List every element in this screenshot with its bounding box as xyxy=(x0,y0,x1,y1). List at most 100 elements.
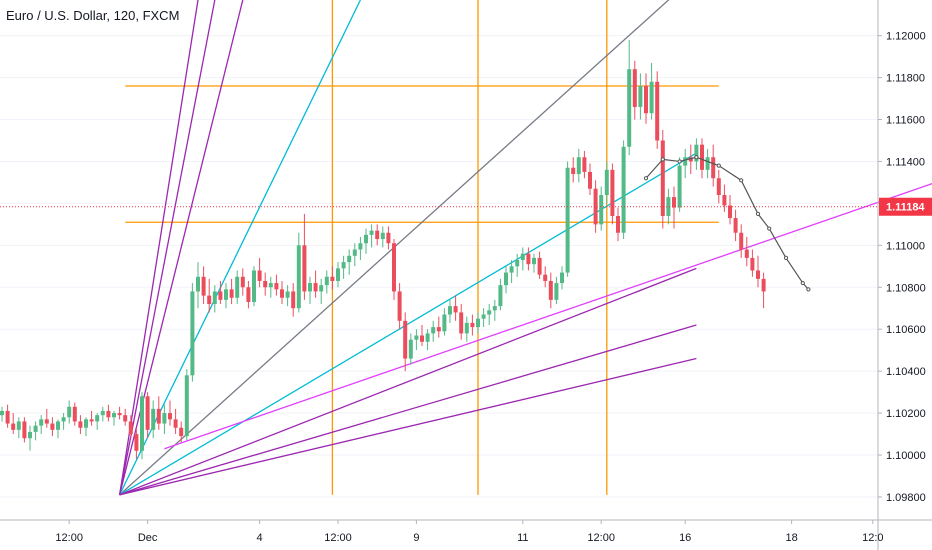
candle-body xyxy=(448,306,452,315)
price-tick-label: 1.10600 xyxy=(886,324,926,336)
candle-body xyxy=(700,144,704,170)
candle-body xyxy=(705,157,710,170)
forecast-point xyxy=(643,176,649,181)
candle-body xyxy=(582,157,587,172)
candle-body xyxy=(0,410,4,416)
drawings-front xyxy=(0,155,878,292)
candle-body xyxy=(196,276,200,292)
candle-body xyxy=(392,243,396,292)
candle-body xyxy=(632,69,637,107)
candle-body xyxy=(565,167,570,273)
chart-title: Euro / U.S. Dollar, 120, FXCM xyxy=(6,8,180,23)
candle-body xyxy=(89,419,94,422)
candle-body xyxy=(627,69,632,147)
drawings-back xyxy=(118,0,932,496)
candle-body xyxy=(722,195,727,206)
time-tick-label: 9 xyxy=(413,532,419,544)
candle-body xyxy=(128,421,133,435)
candle-body xyxy=(173,419,178,428)
candle-body xyxy=(285,291,290,298)
trend-line xyxy=(119,152,697,496)
forecast-point xyxy=(739,178,744,183)
candle-body xyxy=(95,415,100,422)
candle-body xyxy=(526,253,531,265)
price-tick-label: 1.12000 xyxy=(886,31,926,43)
candle-body xyxy=(296,245,301,309)
time-tick-label: 4 xyxy=(257,532,263,544)
candle-body xyxy=(56,421,60,430)
time-tick-label: 18 xyxy=(785,532,797,544)
candle-body xyxy=(560,272,564,284)
candle-body xyxy=(728,205,732,219)
candle-body xyxy=(532,257,536,265)
time-tick-label: 12:00 xyxy=(587,532,615,544)
candle-body xyxy=(168,413,172,420)
candle-body xyxy=(112,413,116,418)
candle-body xyxy=(498,285,503,307)
candle-body xyxy=(100,410,105,416)
candle-body xyxy=(201,276,206,296)
candle-body xyxy=(229,289,234,298)
forecast-point xyxy=(660,157,665,162)
candle-body xyxy=(576,157,581,175)
current-price-label: 1.11184 xyxy=(886,202,925,214)
candle-body xyxy=(487,310,492,315)
candle-body xyxy=(134,434,139,451)
candle-body xyxy=(739,232,744,250)
candle-body xyxy=(548,280,553,300)
candle-body xyxy=(44,419,49,424)
candle-body xyxy=(252,270,256,302)
candle-body xyxy=(268,283,273,288)
candle-body xyxy=(263,280,268,288)
trend-line xyxy=(119,0,670,496)
candle-body xyxy=(694,144,699,162)
candle-body xyxy=(420,335,424,342)
candle-body xyxy=(464,322,469,334)
candle-body xyxy=(459,312,464,334)
candle-body xyxy=(716,178,721,195)
price-tick-label: 1.11400 xyxy=(886,156,925,168)
candle-body xyxy=(756,270,760,279)
candle-body xyxy=(33,425,38,432)
candle-body xyxy=(655,81,660,141)
candle-body xyxy=(677,165,682,208)
time-tick-label: 12:00 xyxy=(55,532,83,544)
candle-body xyxy=(302,245,307,292)
candle-body xyxy=(106,410,111,418)
candle-body xyxy=(11,423,16,430)
candle-body xyxy=(761,278,766,292)
candle-body xyxy=(492,306,497,311)
forecast-point xyxy=(806,287,811,292)
candle-body xyxy=(78,421,83,428)
candle-body xyxy=(571,167,576,175)
trend-line xyxy=(164,183,932,450)
time-axis[interactable]: 12:00 Dec 4 12:00 9 11 12:00 16 18 12:0 xyxy=(0,519,932,544)
trend-line xyxy=(119,324,697,496)
candle-body xyxy=(84,419,88,428)
candle-body xyxy=(638,85,643,107)
candle-body xyxy=(688,157,693,162)
forecast-point xyxy=(716,163,721,168)
candle-body xyxy=(397,291,402,321)
time-tick-label: 11 xyxy=(517,532,528,544)
candle-body xyxy=(22,421,27,439)
candle-body xyxy=(280,289,284,298)
time-tick-label: 12:0 xyxy=(862,532,883,544)
price-axis[interactable]: 1.120001.118001.116001.114001.112001.110… xyxy=(877,0,932,550)
candle-body xyxy=(403,320,408,359)
candle-body xyxy=(330,276,335,281)
candle-body xyxy=(660,140,665,216)
candle-body xyxy=(666,197,671,216)
candle-body xyxy=(750,257,755,271)
candle-body xyxy=(683,157,688,166)
candle-body xyxy=(672,197,676,208)
forecast-point xyxy=(677,159,682,164)
time-tick-label: 16 xyxy=(679,532,691,544)
candle-body xyxy=(554,283,559,300)
candle-body xyxy=(599,195,604,225)
forecast-point xyxy=(800,280,805,286)
price-tick-label: 1.09800 xyxy=(886,492,926,504)
candle-body xyxy=(16,421,21,430)
candle-body xyxy=(470,322,475,328)
